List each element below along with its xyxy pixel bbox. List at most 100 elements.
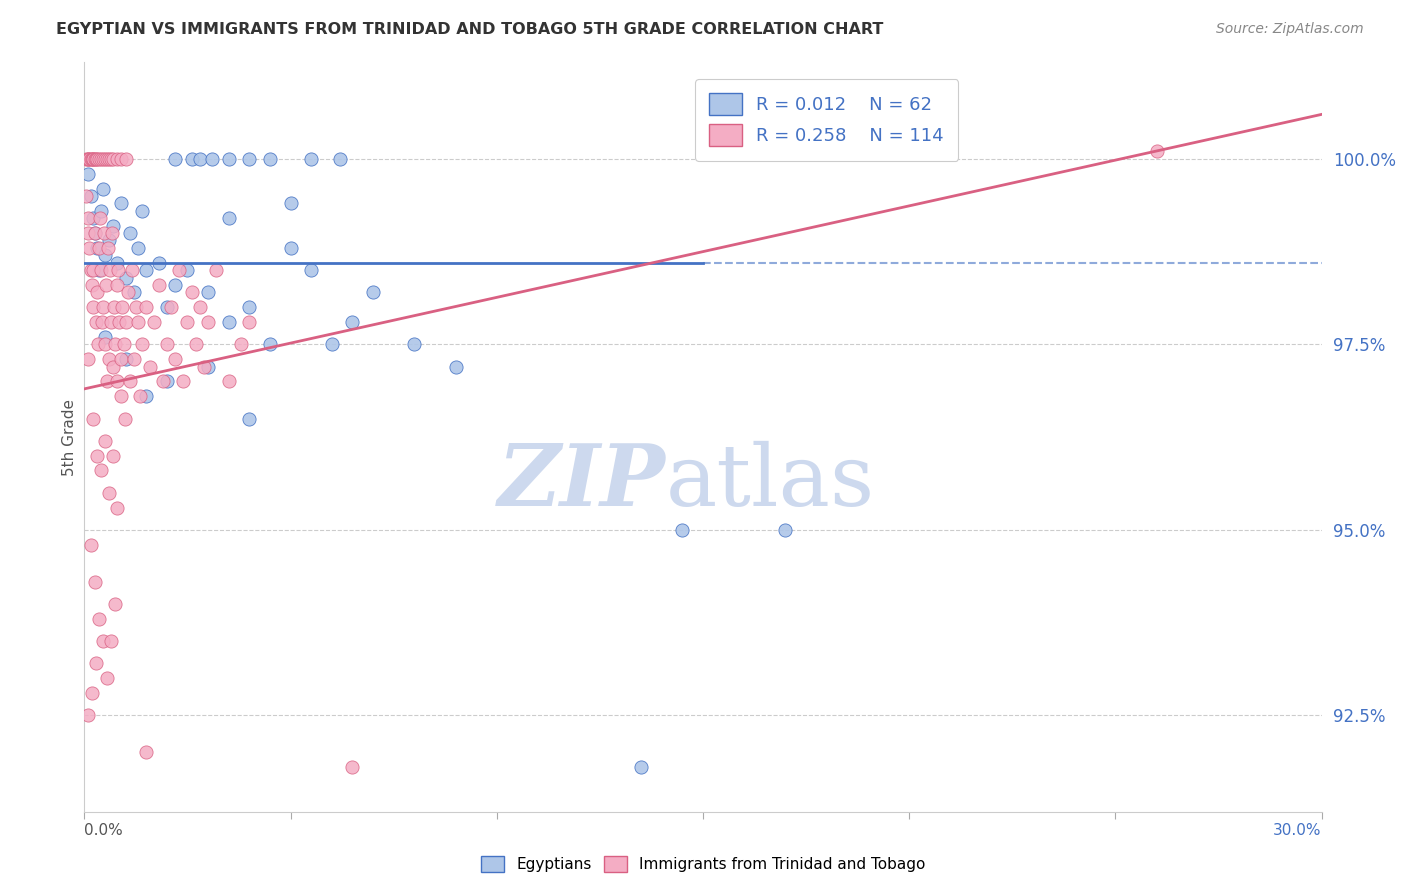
Point bbox=[180, 285, 202, 300]
Point bbox=[97, 241, 120, 255]
Point bbox=[79, 538, 101, 552]
Point bbox=[1146, 145, 1168, 159]
Point bbox=[105, 375, 128, 389]
Point bbox=[83, 574, 105, 589]
Point bbox=[121, 263, 143, 277]
Point bbox=[77, 352, 100, 367]
Point bbox=[321, 337, 343, 351]
Point bbox=[111, 300, 134, 314]
Point bbox=[84, 657, 107, 671]
Point bbox=[96, 375, 118, 389]
Point bbox=[125, 300, 148, 314]
Point bbox=[160, 300, 183, 314]
Point bbox=[87, 152, 110, 166]
Point bbox=[80, 278, 103, 293]
Point bbox=[630, 760, 652, 774]
Point bbox=[100, 315, 122, 329]
Point bbox=[75, 152, 97, 166]
Point bbox=[90, 463, 112, 477]
Point bbox=[96, 671, 118, 685]
Point bbox=[238, 152, 260, 166]
Point bbox=[165, 152, 187, 166]
Point bbox=[184, 337, 207, 351]
Point bbox=[82, 411, 104, 425]
Point bbox=[94, 278, 117, 293]
Point bbox=[77, 152, 100, 166]
Point bbox=[218, 152, 240, 166]
Point bbox=[197, 285, 219, 300]
Point bbox=[105, 152, 128, 166]
Point bbox=[156, 375, 179, 389]
Text: atlas: atlas bbox=[666, 441, 875, 524]
Point bbox=[80, 152, 103, 166]
Point bbox=[76, 211, 98, 226]
Point bbox=[100, 152, 122, 166]
Point bbox=[76, 152, 98, 166]
Point bbox=[90, 315, 112, 329]
Point bbox=[79, 263, 101, 277]
Point bbox=[280, 196, 302, 211]
Point bbox=[87, 263, 110, 277]
Point bbox=[104, 597, 127, 611]
Point bbox=[79, 152, 101, 166]
Point bbox=[82, 152, 104, 166]
Point bbox=[91, 152, 114, 166]
Point bbox=[77, 226, 100, 240]
Point bbox=[122, 352, 145, 367]
Point bbox=[96, 152, 118, 166]
Point bbox=[93, 226, 115, 240]
Point bbox=[105, 500, 128, 515]
Point bbox=[404, 337, 426, 351]
Point bbox=[98, 234, 121, 248]
Point bbox=[80, 686, 103, 700]
Point bbox=[299, 152, 322, 166]
Point bbox=[87, 612, 110, 626]
Point bbox=[86, 449, 108, 463]
Point bbox=[188, 300, 211, 314]
Point bbox=[79, 241, 101, 255]
Point bbox=[98, 352, 121, 367]
Point bbox=[143, 315, 166, 329]
Point bbox=[94, 337, 117, 351]
Point bbox=[176, 263, 198, 277]
Point bbox=[98, 263, 121, 277]
Point bbox=[118, 375, 141, 389]
Point bbox=[114, 152, 136, 166]
Point bbox=[280, 241, 302, 255]
Point bbox=[131, 203, 153, 218]
Point bbox=[218, 375, 240, 389]
Point bbox=[86, 241, 108, 255]
Point bbox=[114, 270, 136, 285]
Point bbox=[444, 359, 467, 374]
Text: ZIP: ZIP bbox=[498, 441, 666, 524]
Point bbox=[82, 263, 104, 277]
Point bbox=[122, 285, 145, 300]
Point bbox=[75, 189, 97, 203]
Text: 30.0%: 30.0% bbox=[1274, 822, 1322, 838]
Point bbox=[299, 263, 322, 277]
Point bbox=[91, 634, 114, 648]
Point bbox=[127, 315, 149, 329]
Point bbox=[238, 300, 260, 314]
Point bbox=[229, 337, 252, 351]
Point bbox=[167, 263, 190, 277]
Legend: R = 0.012    N = 62, R = 0.258    N = 114: R = 0.012 N = 62, R = 0.258 N = 114 bbox=[695, 79, 959, 161]
Point bbox=[91, 300, 114, 314]
Point bbox=[176, 315, 198, 329]
Point bbox=[107, 263, 129, 277]
Point bbox=[90, 263, 112, 277]
Point bbox=[110, 196, 132, 211]
Point bbox=[218, 211, 240, 226]
Point bbox=[135, 389, 157, 403]
Point bbox=[127, 241, 149, 255]
Point bbox=[135, 300, 157, 314]
Point bbox=[82, 152, 104, 166]
Point bbox=[91, 181, 114, 195]
Point bbox=[105, 278, 128, 293]
Point bbox=[84, 152, 107, 166]
Point bbox=[79, 152, 101, 166]
Point bbox=[342, 315, 364, 329]
Point bbox=[180, 152, 202, 166]
Point bbox=[197, 315, 219, 329]
Point bbox=[101, 226, 124, 240]
